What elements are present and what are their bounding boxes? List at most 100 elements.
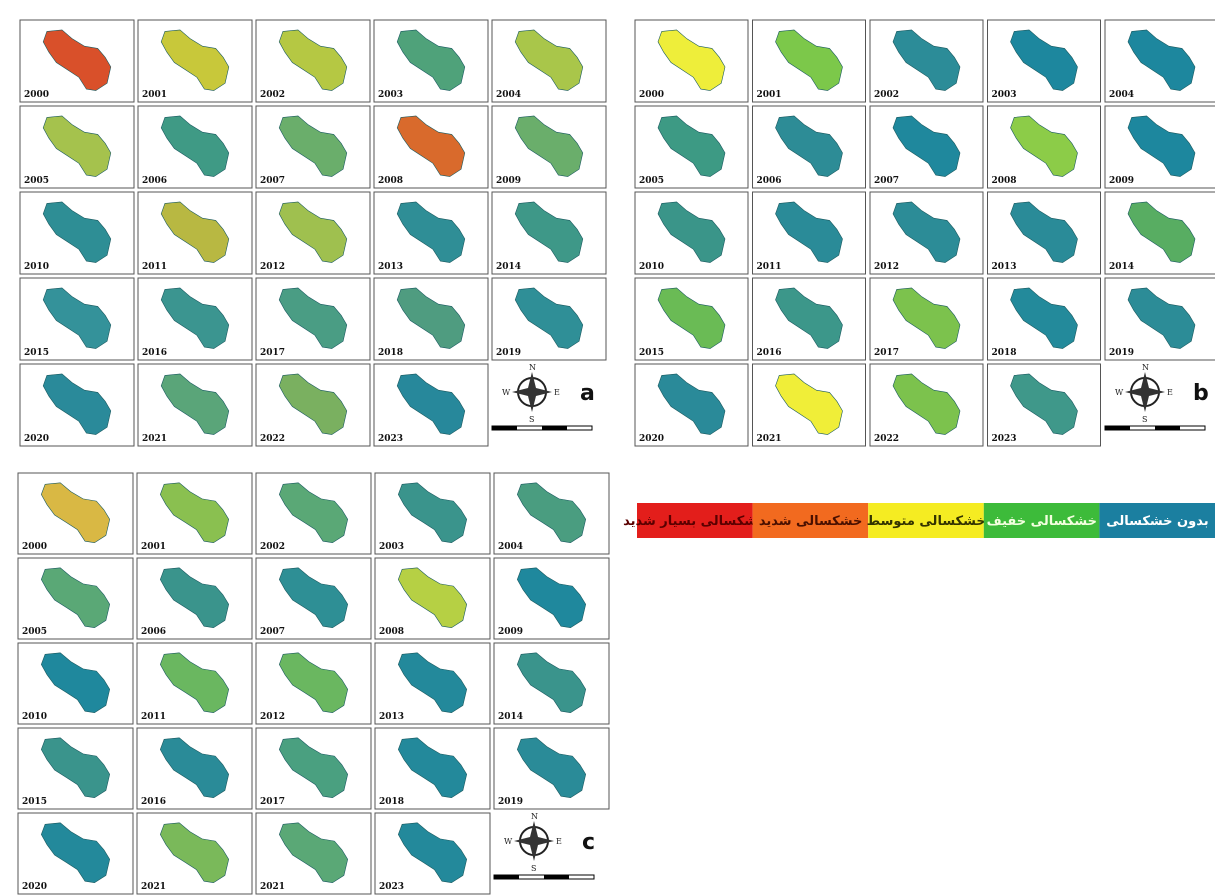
year-label: 2020 xyxy=(22,882,47,892)
year-label: 2020 xyxy=(24,434,49,444)
legend-label: خشکسالی خفیف xyxy=(987,514,1097,529)
year-label: 2020 xyxy=(639,434,664,444)
compass-star xyxy=(514,821,554,861)
year-label: 2022 xyxy=(874,434,899,444)
year-label: 2001 xyxy=(142,90,167,100)
year-label: 2013 xyxy=(378,262,403,272)
year-label: 2015 xyxy=(639,348,664,358)
year-label: 2003 xyxy=(992,90,1017,100)
year-label: 2002 xyxy=(874,90,899,100)
compass-s: S xyxy=(1142,415,1147,424)
scale-bar-fill xyxy=(494,875,519,879)
year-label: 2006 xyxy=(141,627,166,637)
year-label: 2011 xyxy=(141,712,166,722)
year-label: 2014 xyxy=(498,712,523,722)
year-label: 2007 xyxy=(260,176,285,186)
year-label: 2013 xyxy=(379,712,404,722)
panel-label: b xyxy=(1193,381,1209,406)
year-label: 2000 xyxy=(22,542,47,552)
year-label: 2011 xyxy=(757,262,782,272)
legend-label: خشکسالی بسیار شدید xyxy=(623,514,767,529)
year-label: 2012 xyxy=(260,262,285,272)
panel-label: a xyxy=(580,381,595,406)
year-label: 2017 xyxy=(260,797,285,807)
year-label: 2003 xyxy=(378,90,403,100)
year-label: 2000 xyxy=(24,90,49,100)
year-label: 2006 xyxy=(142,176,167,186)
compass-star xyxy=(512,372,552,412)
year-label: 2019 xyxy=(496,348,521,358)
year-label: 2014 xyxy=(1109,262,1134,272)
scale-bar-fill xyxy=(492,426,517,430)
compass-n: N xyxy=(531,812,538,821)
compass-e: E xyxy=(1167,388,1173,397)
year-label: 2009 xyxy=(1109,176,1134,186)
compass-star xyxy=(1125,372,1165,412)
year-label: 2004 xyxy=(496,90,521,100)
year-label: 2000 xyxy=(639,90,664,100)
year-label: 2009 xyxy=(496,176,521,186)
compass-w: W xyxy=(502,388,511,397)
year-label: 2006 xyxy=(757,176,782,186)
year-label: 2017 xyxy=(874,348,899,358)
year-label: 2021 xyxy=(757,434,782,444)
year-label: 2007 xyxy=(260,627,285,637)
year-label: 2012 xyxy=(874,262,899,272)
year-label: 2015 xyxy=(22,797,47,807)
year-label: 2009 xyxy=(498,627,523,637)
year-label: 2005 xyxy=(24,176,49,186)
compass-w: W xyxy=(504,837,513,846)
scale-bar-fill xyxy=(542,426,567,430)
compass-n: N xyxy=(1142,363,1149,372)
figure: 2000 2001 2002 2003 2004 2005 2006 2007 2008 2009… xyxy=(0,0,1215,895)
year-label: 2016 xyxy=(142,348,167,358)
year-label: 2001 xyxy=(757,90,782,100)
year-label: 2002 xyxy=(260,90,285,100)
compass-e: E xyxy=(554,388,560,397)
year-label: 2008 xyxy=(378,176,403,186)
year-label: 2010 xyxy=(24,262,49,272)
year-label: 2023 xyxy=(379,882,404,892)
compass-w: W xyxy=(1115,388,1124,397)
panel-label: c xyxy=(582,830,595,855)
year-label: 2023 xyxy=(378,434,403,444)
year-label: 2007 xyxy=(874,176,899,186)
year-label: 2015 xyxy=(24,348,49,358)
year-label: 2017 xyxy=(260,348,285,358)
year-label: 2001 xyxy=(141,542,166,552)
year-label: 2003 xyxy=(379,542,404,552)
year-label: 2018 xyxy=(378,348,403,358)
compass-n: N xyxy=(529,363,536,372)
compass-e: E xyxy=(556,837,562,846)
year-label: 2012 xyxy=(260,712,285,722)
year-label: 2014 xyxy=(496,262,521,272)
year-label: 2002 xyxy=(260,542,285,552)
year-label: 2013 xyxy=(992,262,1017,272)
scale-bar-fill xyxy=(1155,426,1180,430)
year-label: 2010 xyxy=(22,712,47,722)
year-label: 2008 xyxy=(992,176,1017,186)
year-label: 2005 xyxy=(22,627,47,637)
legend-label: بدون خشکسالی xyxy=(1106,514,1208,529)
year-label: 2019 xyxy=(1109,348,1134,358)
year-label: 2016 xyxy=(757,348,782,358)
year-label: 2021 xyxy=(260,882,285,892)
year-label: 2023 xyxy=(992,434,1017,444)
year-label: 2005 xyxy=(639,176,664,186)
year-label: 2004 xyxy=(1109,90,1134,100)
legend-label: خشکسالی شدید xyxy=(759,514,863,529)
year-label: 2018 xyxy=(379,797,404,807)
year-label: 2022 xyxy=(260,434,285,444)
year-label: 2019 xyxy=(498,797,523,807)
year-label: 2004 xyxy=(498,542,523,552)
legend-label: خشکسالی متوسط xyxy=(867,514,986,529)
year-label: 2016 xyxy=(141,797,166,807)
scale-bar-fill xyxy=(544,875,569,879)
scale-bar-fill xyxy=(1105,426,1130,430)
year-label: 2010 xyxy=(639,262,664,272)
compass-s: S xyxy=(529,415,534,424)
year-label: 2018 xyxy=(992,348,1017,358)
year-label: 2011 xyxy=(142,262,167,272)
year-label: 2021 xyxy=(141,882,166,892)
compass-s: S xyxy=(531,864,536,873)
